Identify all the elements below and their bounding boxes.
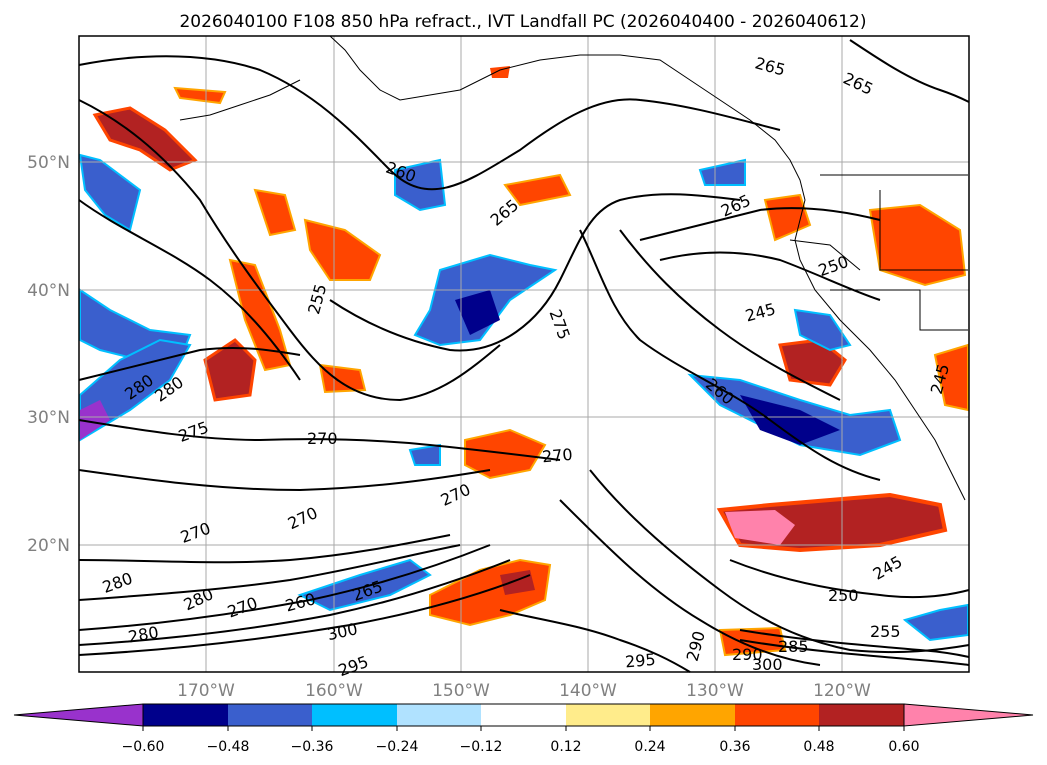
colorbar-bin — [566, 704, 650, 726]
lon-label: 120°W — [813, 681, 871, 701]
colorbar-tick-label: 0.48 — [803, 739, 834, 755]
lat-label: 40°N — [27, 281, 70, 301]
colorbar-tick-label: 0.24 — [634, 739, 665, 755]
lon-label: 160°W — [305, 681, 363, 701]
coastlines — [179, 35, 968, 501]
lon-label: 170°W — [177, 681, 235, 701]
contour-label: 290 — [732, 645, 763, 664]
lon-label: 140°W — [559, 681, 617, 701]
colorbar-over-arrow — [903, 703, 1034, 727]
lat-label: 50°N — [27, 153, 70, 173]
map-panel: 265 265 260 265 265 255 250 245 275 260 … — [78, 35, 970, 680]
colorbar-bin — [819, 704, 904, 726]
colorbar-bin — [228, 704, 312, 726]
contour-label: 300 — [752, 655, 783, 674]
lat-label: 20°N — [27, 536, 70, 556]
colorbar-bin — [397, 704, 481, 726]
colorbar-bin — [481, 704, 566, 726]
contour-label: 270 — [307, 429, 338, 448]
colorbar-tick-label: −0.48 — [207, 739, 250, 755]
colorbar-tick-label: 0.36 — [719, 739, 750, 755]
height-contours — [78, 39, 970, 673]
contour-label: 250 — [828, 586, 859, 605]
colorbar-bin — [143, 704, 228, 726]
colorbar-tick-label: 0.12 — [550, 739, 581, 755]
contour-label: 285 — [778, 637, 809, 656]
lon-label: 130°W — [686, 681, 744, 701]
map-title: 2026040100 F108 850 hPa refract., IVT La… — [179, 12, 866, 32]
map-frame — [78, 35, 970, 673]
lon-label: 150°W — [432, 681, 490, 701]
lat-label: 30°N — [27, 408, 70, 428]
colorbar: −0.60 −0.48 −0.36 −0.24 −0.12 0.12 0.24 … — [13, 703, 1034, 755]
colorbar-bin — [650, 704, 735, 726]
colorbar-tick-label: −0.60 — [122, 739, 165, 755]
refractivity-shading — [78, 66, 969, 657]
colorbar-tick-label: 0.60 — [888, 739, 919, 755]
colorbar-tick-label: −0.24 — [376, 739, 419, 755]
colorbar-frame — [142, 703, 905, 727]
colorbar-under-arrow — [13, 703, 144, 727]
latitude-labels: 50°N 40°N 30°N 20°N — [27, 153, 70, 556]
longitude-labels: 170°W 160°W 150°W 140°W 130°W 120°W — [177, 681, 871, 701]
colorbar-bin — [735, 704, 819, 726]
contour-label: 270 — [541, 445, 573, 467]
colorbar-tick-label: −0.36 — [291, 739, 334, 755]
contour-label: 295 — [624, 650, 656, 672]
contour-label: 255 — [870, 622, 901, 641]
colorbar-bin — [312, 704, 397, 726]
colorbar-tick-label: −0.12 — [460, 739, 503, 755]
graticule — [79, 36, 969, 672]
